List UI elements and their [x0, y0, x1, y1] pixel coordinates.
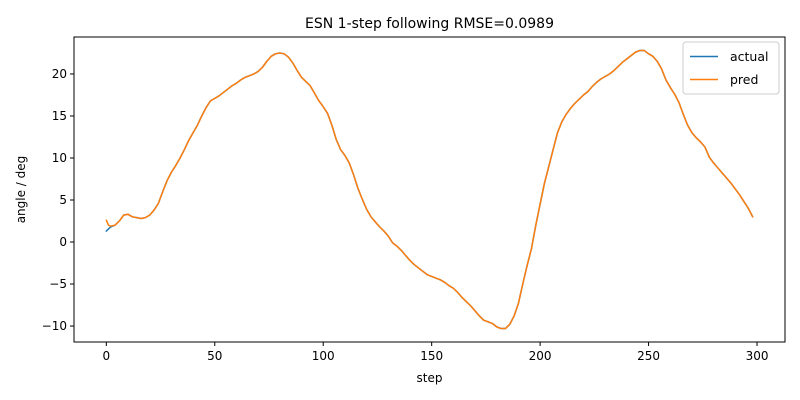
x-tick-label: 150	[420, 349, 443, 363]
y-tick-label: 15	[52, 109, 67, 123]
y-tick-label: −5	[49, 277, 67, 291]
legend-box	[682, 41, 780, 95]
y-tick-label: 0	[59, 235, 67, 249]
legend-label-actual: actual	[730, 49, 769, 64]
y-axis-label: angle / deg	[14, 156, 28, 224]
y-tick-label: 5	[59, 193, 67, 207]
x-axis-label: step	[417, 371, 443, 385]
legend: actual pred	[682, 41, 780, 95]
y-tick-label: −10	[42, 319, 67, 333]
x-tick-label: 50	[207, 349, 222, 363]
plot-area: 0 50 100 150 200 250 300 −10 −5 0 5 10 15 20	[42, 36, 786, 363]
x-tick-label: 100	[312, 349, 335, 363]
series-line-pred	[105, 49, 754, 330]
x-tick-label: 0	[102, 349, 110, 363]
y-axis: −10 −5 0 5 10 15 20	[42, 67, 74, 333]
y-tick-label: 20	[52, 67, 67, 81]
x-axis: 0 50 100 150 200 250 300	[102, 342, 768, 363]
x-tick-label: 300	[746, 349, 769, 363]
chart-title: ESN 1-step following RMSE=0.0989	[305, 16, 554, 32]
x-tick-label: 200	[529, 349, 552, 363]
y-tick-label: 10	[52, 151, 67, 165]
x-tick-label: 250	[637, 349, 660, 363]
series-lines	[105, 49, 754, 330]
plot-frame	[73, 36, 786, 343]
legend-label-pred: pred	[730, 72, 758, 87]
